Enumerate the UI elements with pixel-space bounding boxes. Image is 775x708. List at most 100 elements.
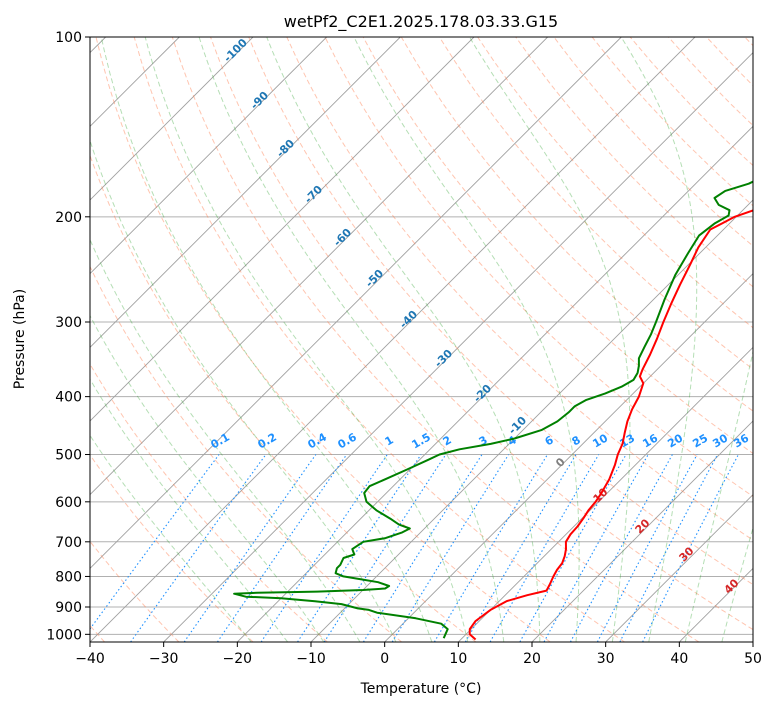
dry-adiabat-line (90, 153, 477, 642)
mixing-ratio-label: 6 (543, 433, 556, 448)
isotherm-line (384, 273, 753, 642)
isotherm-line (237, 125, 753, 642)
mixing-ratio-line (130, 454, 267, 642)
isotherm-line (531, 420, 753, 642)
dry-adiabat-line (90, 363, 328, 642)
y-tick-label: 300 (55, 315, 82, 331)
moist-adiabat-line (469, 37, 631, 642)
dewpoint-profile-line (233, 180, 753, 639)
mixing-ratio-line (619, 454, 719, 642)
x-tick-label: 20 (523, 651, 541, 667)
moist-adiabat-label: 0 (553, 455, 568, 470)
moist-adiabat-label: 20 (633, 516, 653, 536)
dry-adiabat-label: -100 (221, 36, 250, 65)
y-tick-label: 100 (55, 30, 82, 46)
dry-adiabat-line (171, 37, 700, 642)
dry-adiabat-line (90, 453, 254, 642)
moist-adiabat-line (90, 238, 361, 642)
x-tick-label: −40 (75, 651, 105, 667)
dry-adiabat-line (95, 37, 551, 642)
isotherm-line (605, 494, 753, 642)
mixing-ratio-line (90, 454, 220, 630)
plot-frame (89, 36, 754, 643)
mixing-ratio-label: 1.5 (410, 430, 433, 451)
dry-adiabat-line (515, 37, 753, 288)
isotherm-line (90, 37, 327, 275)
mixing-ratio-label: 0.6 (336, 430, 360, 451)
mixing-ratio-line (216, 454, 348, 642)
isotherm-line (90, 37, 401, 348)
moist-adiabat-line (90, 138, 397, 642)
mixing-ratio-label: 20 (665, 431, 685, 450)
dry-adiabat-line (90, 540, 180, 642)
dry-adiabat-line (286, 37, 753, 541)
x-tick-label: 40 (670, 651, 688, 667)
special-adiabat-line (0, 37, 4, 642)
moist-adiabat-line (198, 37, 505, 642)
moist-adiabat-line (90, 378, 289, 642)
x-tick-label: 0 (380, 651, 389, 667)
mixing-ratio-line (464, 454, 577, 642)
y-tick-label: 600 (55, 495, 82, 511)
mixing-ratio-label: 0.2 (256, 430, 279, 451)
moist-adiabat-line (353, 37, 580, 642)
isotherm-line (90, 37, 475, 422)
dry-adiabat-label: -50 (363, 267, 386, 290)
background-lines-layer (0, 37, 753, 642)
isotherm-line (90, 37, 696, 642)
mixing-ratio-label: 2 (441, 433, 454, 448)
x-tick-label: −30 (149, 651, 179, 667)
mixing-ratio-line (297, 454, 422, 642)
y-tick-label: 500 (55, 448, 82, 464)
mixing-ratio-label: 36 (731, 431, 751, 450)
dry-adiabat-label: -90 (248, 89, 271, 112)
moist-adiabat-label: 30 (677, 544, 697, 564)
dry-adiabat-label: -30 (432, 347, 455, 370)
dry-adiabat-label: -20 (471, 382, 494, 405)
x-axis-label: Temperature (°C) (360, 681, 482, 697)
x-tick-label: −10 (296, 651, 326, 667)
isotherm-line (90, 37, 548, 496)
y-tick-label: 1000 (46, 627, 82, 643)
y-axis-label: Pressure (hPa) (12, 289, 28, 389)
dry-adiabat-label: -80 (274, 137, 297, 160)
chart-title: wetPf2_C2E1.2025.178.03.33.G15 (284, 12, 558, 32)
isotherm-line (163, 52, 753, 642)
mixing-ratio-line (489, 454, 600, 642)
x-tick-label: 10 (449, 651, 467, 667)
moist-adiabat-line (100, 37, 433, 642)
mixing-ratio-line (323, 454, 447, 642)
y-tick-label: 800 (55, 569, 82, 585)
moist-adiabat-line (90, 314, 325, 642)
dry-adiabat-line (477, 37, 753, 329)
x-tick-label: −20 (223, 651, 253, 667)
mixing-ratio-line (260, 454, 388, 642)
dry-adiabat-line (400, 37, 753, 412)
y-tick-label: 700 (55, 535, 82, 551)
isotherm-line (90, 37, 622, 569)
moist-adiabat-line (144, 37, 469, 642)
dry-adiabat-line (210, 37, 753, 631)
isotherm-line (752, 641, 753, 642)
mixing-ratio-line (433, 454, 548, 642)
mixing-ratio-line (596, 454, 698, 642)
axis-ticks-layer: −40 −30 −20 −10 0 10 20 30 40 5010009008007006005… (46, 30, 762, 667)
moist-adiabat-line (684, 349, 753, 642)
moist-adiabat-line (620, 37, 698, 642)
mixing-ratio-label: 16 (640, 431, 660, 450)
dry-adiabat-label: -40 (397, 308, 420, 331)
mixing-ratio-line (519, 454, 627, 642)
mixing-ratio-label: 0.1 (209, 430, 232, 451)
isotherm-line (90, 37, 254, 201)
mixing-ratio-label: 30 (710, 431, 730, 450)
moist-adiabat-line (266, 37, 541, 642)
y-tick-label: 200 (55, 210, 82, 226)
dry-adiabat-line (90, 265, 403, 642)
dry-adiabat-line (362, 37, 753, 455)
dry-adiabat-line (553, 37, 753, 247)
profile-layer (233, 180, 753, 641)
isotherm-line (458, 346, 753, 642)
dry-adiabat-label: -10 (506, 414, 529, 437)
isotherm-line (310, 199, 753, 642)
